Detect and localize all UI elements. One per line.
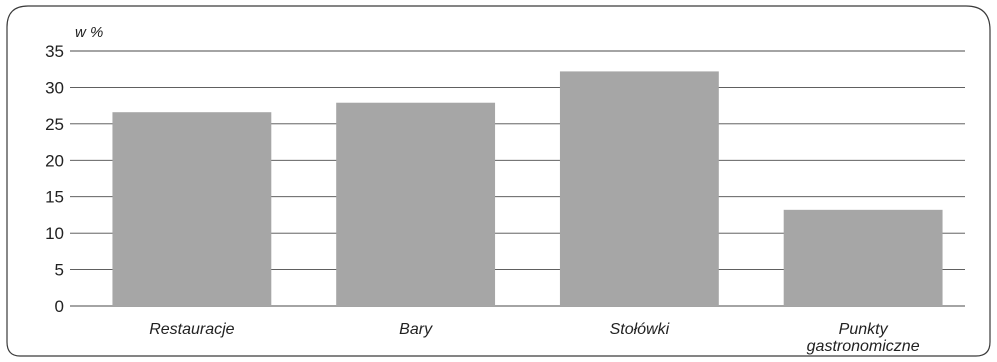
x-axis-ticks: Restauracje Bary Stołówki Punkty gastronomic… xyxy=(149,321,920,355)
y-tick-label: 0 xyxy=(55,297,64,316)
y-tick-label: 5 xyxy=(55,261,64,280)
bar xyxy=(783,209,943,306)
x-tick-label: Punkty gastronomiczne xyxy=(807,321,920,355)
bar xyxy=(112,112,272,306)
y-axis-ticks: 0 5 10 15 20 25 30 35 xyxy=(45,42,64,316)
y-tick-label: 10 xyxy=(45,224,64,243)
y-tick-label: 35 xyxy=(45,42,64,61)
x-tick-label: Bary xyxy=(399,321,433,338)
y-tick-label: 20 xyxy=(45,151,64,170)
bars xyxy=(112,71,943,307)
y-tick-label: 30 xyxy=(45,78,64,97)
y-tick-label: 25 xyxy=(45,115,64,134)
y-axis-label: w % xyxy=(75,24,103,41)
x-tick-label: Restauracje xyxy=(149,321,234,338)
bar xyxy=(336,102,496,306)
bar xyxy=(559,71,719,307)
x-tick-label: Stołówki xyxy=(610,321,670,338)
y-tick-label: 15 xyxy=(45,188,64,207)
